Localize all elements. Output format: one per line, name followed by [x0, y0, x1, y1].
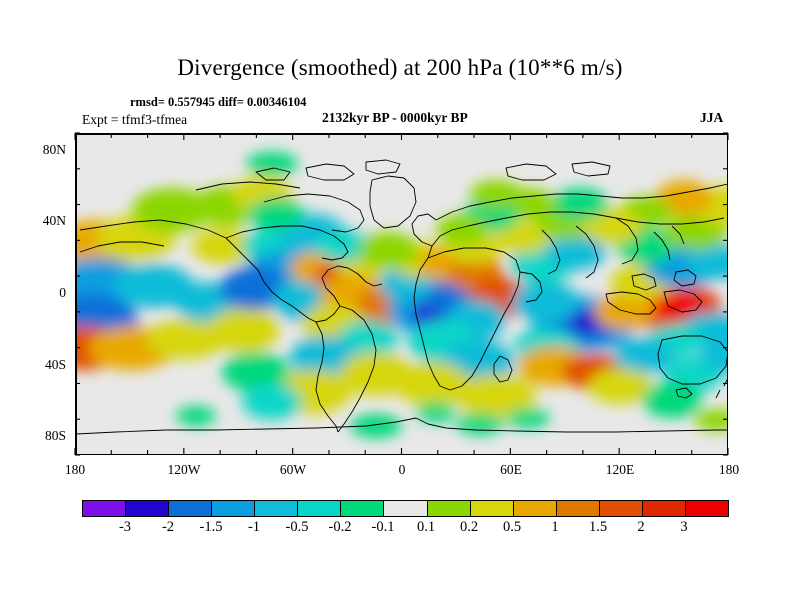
coastlines	[76, 159, 727, 435]
y-tick-80s: 80S	[44, 428, 66, 443]
colorbar-band-12	[599, 501, 643, 516]
colorbar-band-8	[427, 501, 471, 516]
x-tick-180e: 180	[718, 462, 740, 477]
x-tick-60w: 60W	[279, 462, 307, 477]
rmsd-label: rmsd= 0.557945 diff= 0.00346104	[130, 95, 307, 109]
colorbar-band-6	[341, 501, 385, 516]
x-tick-120w: 120W	[167, 462, 201, 477]
colorbar	[82, 500, 729, 517]
divergence-field	[76, 134, 727, 454]
colorbar-band-11	[556, 501, 600, 516]
x-tick-0: 0	[398, 462, 406, 477]
y-tick-40n: 40N	[42, 213, 66, 228]
colorbar-label-4: -0.5	[285, 519, 309, 535]
x-tick-60e: 60E	[500, 462, 522, 477]
colorbar-band-1	[126, 501, 170, 516]
y-tick-0: 0	[59, 285, 66, 300]
season-label: JJA	[700, 110, 724, 125]
colorbar-band-14	[685, 501, 728, 516]
colorbar-label-1: -2	[161, 519, 175, 535]
x-tick-180w: 180	[64, 462, 86, 477]
colorbar-band-10	[513, 501, 557, 516]
colorbar-band-5	[298, 501, 342, 516]
page-title: Divergence (smoothed) at 200 hPa (10**6 …	[177, 55, 623, 80]
x-tick-120e: 120E	[605, 462, 635, 477]
map-plot-area	[75, 133, 728, 455]
colorbar-band-13	[642, 501, 686, 516]
experiment-label: Expt = tfmf3-tfmea	[82, 112, 188, 127]
colorbar-band-4	[255, 501, 299, 516]
colorbar-label-2: -1.5	[199, 519, 223, 535]
colorbar-band-9	[470, 501, 514, 516]
period-label: 2132kyr BP - 0000kyr BP	[322, 110, 468, 125]
colorbar-label-5: -0.2	[328, 519, 352, 535]
colorbar-label-3: -1	[247, 519, 261, 535]
colorbar-band-3	[212, 501, 256, 516]
colorbar-label-8: 0.2	[459, 519, 479, 535]
colorbar-label-12: 2	[637, 519, 645, 535]
colorbar-label-6: -0.1	[371, 519, 395, 535]
colorbar-band-2	[169, 501, 213, 516]
colorbar-label-7: 0.1	[416, 519, 436, 535]
colorbar-band-7	[384, 501, 428, 516]
y-tick-40s: 40S	[44, 357, 66, 372]
colorbar-band-0	[83, 501, 127, 516]
colorbar-label-13: 3	[680, 519, 688, 535]
colorbar-label-0: -3	[118, 519, 132, 535]
colorbar-label-10: 1	[551, 519, 559, 535]
anomaly-blobs	[76, 149, 727, 438]
y-tick-80n: 80N	[42, 142, 66, 157]
colorbar-label-9: 0.5	[502, 519, 522, 535]
colorbar-label-11: 1.5	[588, 519, 608, 535]
